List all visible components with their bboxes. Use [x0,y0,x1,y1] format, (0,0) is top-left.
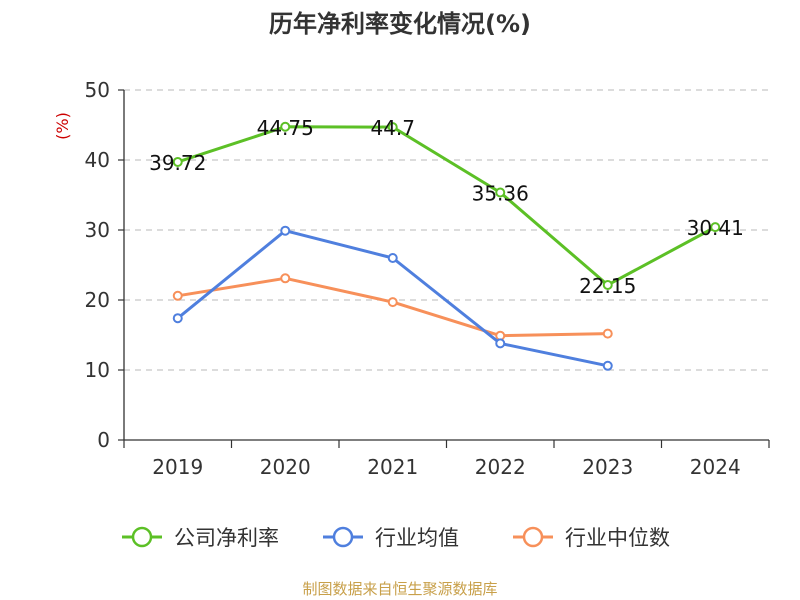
x-tick-label-2022: 2022 [475,455,526,479]
data-label: 35.36 [472,181,529,205]
data-point[interactable] [280,225,291,236]
series-line [177,125,716,287]
data-label: 39.72 [149,151,206,175]
legend-item-1[interactable]: 行业均值 [323,526,459,550]
data-point[interactable] [602,328,613,339]
data-label: 30.41 [687,216,744,240]
data-point[interactable] [280,121,291,132]
legend-label: 行业中位数 [565,526,670,550]
source-note: 制图数据来自恒生聚源数据库 [302,580,497,598]
y-axis-unit-label: (%) [53,112,72,140]
data-point[interactable] [602,360,613,371]
legend-item-0[interactable]: 公司净利率 [122,526,279,550]
data-point[interactable] [280,273,291,284]
data-point[interactable] [495,187,506,198]
x-tick-label-2024: 2024 [690,455,741,479]
data-point[interactable] [602,279,613,290]
data-point[interactable] [172,156,183,167]
legend[interactable]: 公司净利率 行业均值 行业中位数 [122,526,670,550]
series-1 [172,225,613,371]
legend-label: 公司净利率 [174,526,279,550]
legend-label: 行业均值 [375,526,459,550]
data-point[interactable] [172,313,183,324]
data-label: 22.15 [579,274,636,298]
data-point[interactable] [172,290,183,301]
x-tick-label-2020: 2020 [260,455,311,479]
x-tick-label-2021: 2021 [367,455,418,479]
data-point[interactable] [387,297,398,308]
grid-lines [124,89,769,371]
legend-item-2[interactable]: 行业中位数 [513,526,670,550]
series-0 [172,121,721,290]
data-point[interactable] [387,122,398,133]
chart-title: 历年净利率变化情况(%) [269,10,531,38]
data-point[interactable] [495,338,506,349]
series-lines [172,121,721,371]
data-point[interactable] [710,222,721,233]
y-tick-label: 20 [85,288,110,312]
y-tick-label: 0 [97,428,110,452]
y-tick-label: 10 [85,358,110,382]
y-tick-label: 30 [85,218,110,242]
axes: 0 10 20 30 40 50 2019 2020 2021 2022 2023 2024 [85,78,770,479]
legend-marker [332,526,354,548]
data-labels: 39.72 44.75 44.7 35.36 22.15 30.41 [149,116,744,298]
series-2 [172,273,613,341]
data-point[interactable] [387,253,398,263]
y-tick-label: 50 [85,78,110,102]
legend-marker [131,526,153,548]
y-tick-label: 40 [85,148,110,172]
data-label: 44.75 [257,116,314,140]
legend-marker [522,526,544,548]
data-label: 44.7 [370,116,415,140]
x-tick-label-2023: 2023 [582,455,633,479]
x-tick-label-2019: 2019 [152,455,203,479]
